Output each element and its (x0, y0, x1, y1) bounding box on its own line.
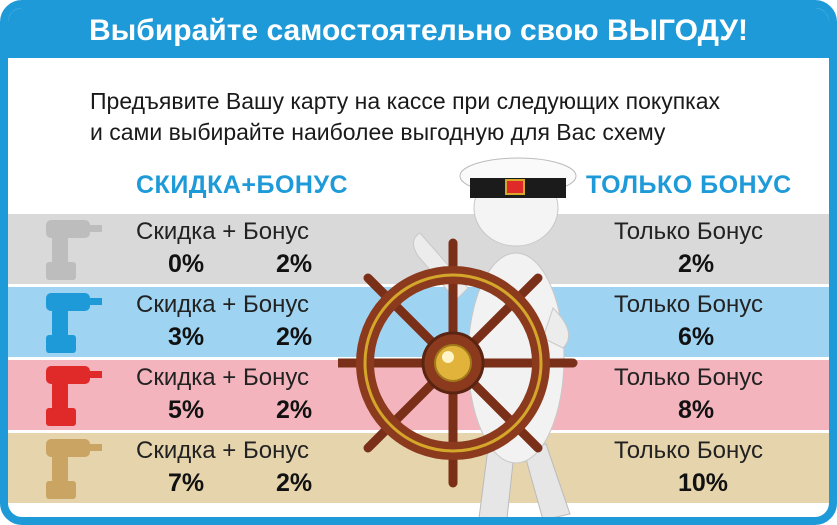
left-label: Скидка + Бонус (136, 364, 310, 391)
only-bonus-value: 10% (678, 469, 729, 497)
right-column-title: ТОЛЬКО БОНУС (586, 171, 792, 199)
only-bonus-value: 6% (678, 323, 715, 351)
page-title: Выбирайте самостоятельно свою ВЫГОДУ! (8, 8, 829, 58)
intro-line-1: Предъявите Вашу карту на кассе при следу… (90, 88, 721, 114)
drill-icon (38, 360, 106, 430)
left-column-title: СКИДКА+БОНУС (136, 171, 349, 199)
right-label: Только Бонус (614, 218, 763, 245)
bonus-value: 2% (276, 396, 313, 424)
discount-value: 5% (168, 396, 205, 424)
left-label: Скидка + Бонус (136, 437, 310, 464)
captain-with-ship-wheel-illustration (328, 148, 588, 517)
only-bonus-value: 8% (678, 396, 715, 424)
left-label: Скидка + Бонус (136, 291, 310, 318)
tier-row-0: Скидка + Бонус 0% 2% Только Бонус 2% (8, 214, 829, 284)
drill-icon (38, 433, 106, 503)
intro-line-2: и сами выбирайте наиболее выгодную для В… (90, 119, 666, 145)
discount-value: 3% (168, 323, 205, 351)
bonus-value: 2% (276, 469, 313, 497)
drill-icon (38, 214, 106, 284)
right-label: Только Бонус (614, 291, 763, 318)
discount-value: 7% (168, 469, 205, 497)
right-label: Только Бонус (614, 364, 763, 391)
intro-text: Предъявите Вашу карту на кассе при следу… (90, 86, 790, 148)
drill-icon (38, 287, 106, 357)
bonus-value: 2% (276, 250, 313, 278)
left-label: Скидка + Бонус (136, 218, 310, 245)
bonus-value: 2% (276, 323, 313, 351)
discount-value: 0% (168, 250, 205, 278)
tier-row-1: Скидка + Бонус 3% 2% Только Бонус 6% (8, 287, 829, 357)
right-label: Только Бонус (614, 437, 763, 464)
only-bonus-value: 2% (678, 250, 715, 278)
